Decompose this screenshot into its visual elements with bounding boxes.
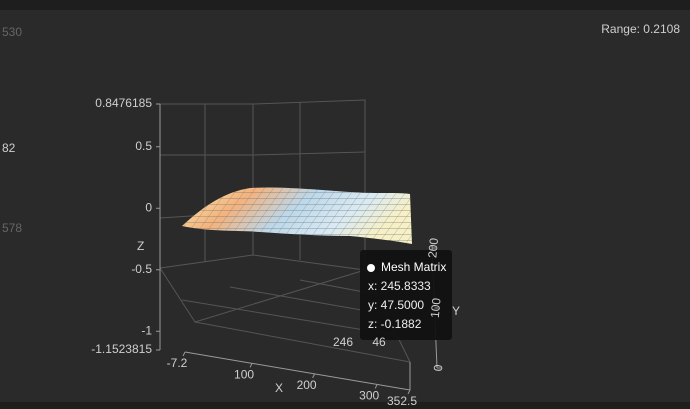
z-tick-label: -1.1523815: [91, 342, 152, 356]
y-tick-label: 0: [431, 364, 446, 372]
range-label: Range: 0.2108: [601, 22, 680, 36]
z-tick-label: -0.5: [131, 262, 152, 276]
side-label: 530: [2, 25, 22, 39]
z-axis-label: Z: [137, 239, 144, 253]
top-bar: [0, 0, 690, 10]
axis-box: [159, 99, 438, 391]
x-tick: [374, 384, 378, 389]
y-axis-label: Y: [452, 304, 460, 318]
tooltip-line: z: -0.1882: [368, 317, 422, 331]
x-tick-label: 300: [359, 389, 379, 403]
tooltip-title: Mesh Matrix: [381, 260, 446, 274]
y-tick-label: 100: [428, 297, 444, 318]
x-tick-label: 352.5: [387, 394, 417, 408]
z-tick-label: 0.5: [135, 139, 152, 153]
y-tick-label: 200: [425, 237, 441, 258]
x-tick: [249, 363, 253, 368]
z-tick-label: 0: [145, 200, 152, 214]
x-axis-label: X: [275, 381, 283, 395]
tooltip: Mesh Matrix x: 245.8333 y: 47.5000 z: -0…: [360, 250, 452, 340]
x-tick-label: -7.2: [167, 356, 188, 370]
tooltip-line: y: 47.5000: [368, 298, 424, 312]
x-tick: [407, 389, 411, 395]
z-tick-label: -1: [141, 323, 152, 337]
x-tick: [182, 351, 186, 357]
z-tick-label: 0.8476185: [95, 96, 152, 110]
bottom-bar: [0, 402, 690, 409]
surface: [182, 187, 412, 244]
x-tick-label: 200: [297, 378, 317, 392]
side-label: 578: [2, 221, 22, 235]
pointer-label: 246: [333, 335, 353, 349]
x-tick-label: 100: [234, 367, 254, 381]
pointer-label: 46: [372, 335, 386, 349]
x-tick: [312, 373, 316, 379]
tooltip-line: x: 245.8333: [368, 279, 431, 293]
side-label: 82: [2, 141, 16, 155]
